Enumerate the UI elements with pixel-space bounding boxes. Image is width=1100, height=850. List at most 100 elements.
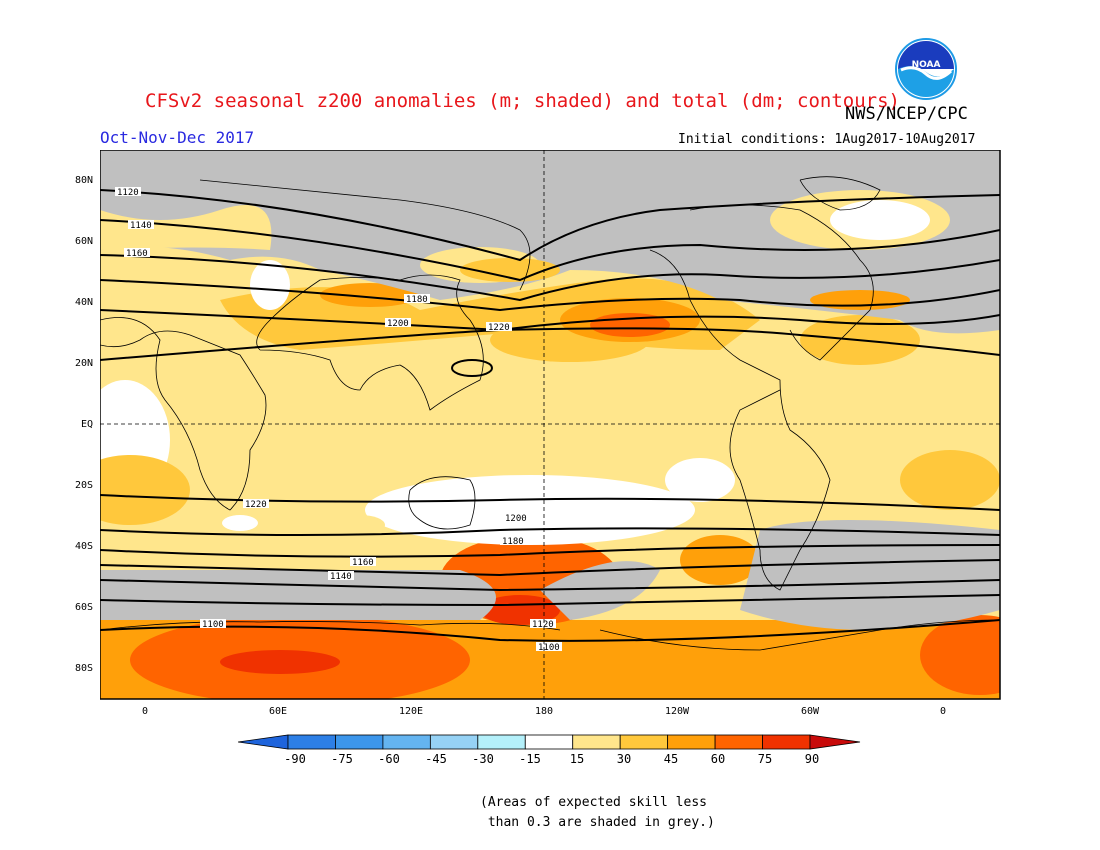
lon-label: 60E <box>268 706 288 717</box>
colorbar-label: 90 <box>804 752 820 766</box>
contour-1180 <box>100 279 1000 312</box>
contour-label: 1200 <box>387 319 409 329</box>
contour-label: 1120 <box>117 188 139 198</box>
colorbar-swatch <box>477 734 526 750</box>
contour-1120-sh <box>100 594 1000 607</box>
colorbar-label: -30 <box>472 752 494 766</box>
anomaly-south-orange-blob <box>680 535 760 585</box>
anomaly-south-red-core <box>220 650 340 674</box>
lat-label: EQ <box>80 419 93 430</box>
contour-1100-sh <box>100 619 1000 642</box>
colorbar-label: -15 <box>519 752 541 766</box>
contour-1220-nh <box>100 327 1000 361</box>
contour-label: 1100 <box>538 643 560 653</box>
anomaly-south-red-core-2 <box>480 595 560 625</box>
contour-label: 1160 <box>352 558 374 568</box>
colorbar-label: -45 <box>425 752 447 766</box>
colorbar-swatch <box>667 734 716 750</box>
anomaly-south-red-3 <box>920 615 1000 695</box>
map-title: CFSv2 seasonal z200 anomalies (m; shaded… <box>145 90 900 112</box>
colorbar-swatch <box>572 734 621 750</box>
contour-label: 1100 <box>202 620 224 630</box>
height-contours <box>100 189 1000 642</box>
skill-note: (Areas of expected skill less than 0.3 a… <box>480 795 715 830</box>
lon-label: 120W <box>664 706 690 717</box>
anomaly-map: 1120 1140 1160 1180 1200 1220 1220 1200 … <box>100 150 1001 700</box>
skill-grey-sh-3 <box>740 520 1000 630</box>
logo-text: NOAA <box>912 60 941 70</box>
lat-label: 40S <box>74 541 93 552</box>
colorbar-swatch <box>619 734 669 750</box>
colorbar-swatch <box>238 734 289 750</box>
contour-1160-sh <box>100 559 1000 577</box>
colorbar-swatch <box>429 734 479 750</box>
anomaly-orange-sa-2 <box>900 450 1000 510</box>
anomaly-orange-atlantic <box>810 290 910 310</box>
contour-1140 <box>100 219 1000 282</box>
contour-label: 1220 <box>488 323 510 333</box>
colorbar-swatch <box>287 734 336 750</box>
lat-label: 60S <box>74 602 93 613</box>
contour-label: 1200 <box>505 514 527 524</box>
noaa-logo: NOAA <box>895 38 957 100</box>
lat-label: 60N <box>74 236 93 247</box>
contour-label: 1140 <box>330 572 352 582</box>
lon-label: 180 <box>534 706 554 717</box>
lon-label: 0 <box>141 706 149 717</box>
lon-label: 120E <box>398 706 424 717</box>
anomaly-orange-np <box>460 258 560 282</box>
colorbar-swatch <box>524 734 574 750</box>
anomaly-white-asia <box>250 260 290 310</box>
contour-loop <box>451 359 493 377</box>
anomaly-orange-nh-asia <box>320 283 420 307</box>
map-frame <box>100 150 1001 700</box>
anomaly-yellow-nh-west <box>100 205 272 250</box>
contour-1200-sh <box>100 527 1000 536</box>
colorbar-label: 15 <box>569 752 585 766</box>
contour-label-group: 1120 1140 1160 1180 1200 1220 1220 1200 … <box>115 187 562 653</box>
skill-grey-sh-2 <box>540 561 660 620</box>
contour-label: 1160 <box>126 249 148 259</box>
initial-conditions-label: Initial conditions: 1Aug2017-10Aug2017 <box>678 132 976 147</box>
contour-1220-sh <box>100 494 1000 511</box>
colorbar-swatch <box>382 734 431 750</box>
colorbar-label: 30 <box>616 752 632 766</box>
lat-label: 80S <box>74 663 93 674</box>
colorbar-swatch <box>335 734 384 750</box>
agency-label: NWS/NCEP/CPC <box>845 104 968 124</box>
season-label: Oct-Nov-Dec 2017 <box>100 128 255 147</box>
contour-1120 <box>100 189 1000 262</box>
contour-1160 <box>100 254 1000 302</box>
colorbar <box>238 734 861 750</box>
anomaly-white-na <box>830 200 930 240</box>
colorbar-label: -75 <box>331 752 353 766</box>
lat-label: 40N <box>74 297 93 308</box>
lon-label: 60W <box>800 706 820 717</box>
colorbar-label: -90 <box>284 752 306 766</box>
contour-1140-sh <box>100 579 1000 592</box>
skill-grey-sh-1 <box>100 570 496 620</box>
colorbar-label: 75 <box>757 752 773 766</box>
lat-label: 20S <box>74 480 93 491</box>
colorbar-swatch <box>762 734 811 750</box>
anomaly-white-sh-1 <box>365 475 695 545</box>
anomaly-orange-sa <box>100 455 190 525</box>
lon-label: 0 <box>939 706 947 717</box>
lat-label: 80N <box>74 175 93 186</box>
colorbar-label: 45 <box>663 752 679 766</box>
colorbar-swatch <box>809 734 861 750</box>
coastlines <box>100 176 1000 651</box>
contour-label: 1180 <box>406 295 428 305</box>
colorbar-swatch <box>714 734 763 750</box>
contour-label: 1220 <box>245 500 267 510</box>
contour-1200 <box>100 309 1000 332</box>
contour-label: 1180 <box>502 537 524 547</box>
anomaly-white-sh-2 <box>665 458 735 502</box>
contour-1180-sh <box>100 544 1000 558</box>
lat-label: 20N <box>74 358 93 369</box>
anomaly-yellow-inset <box>335 515 385 535</box>
anomaly-white-sh-3 <box>222 515 258 531</box>
colorbar-label: 60 <box>710 752 726 766</box>
contour-label: 1140 <box>130 221 152 231</box>
contour-label: 1120 <box>532 620 554 630</box>
